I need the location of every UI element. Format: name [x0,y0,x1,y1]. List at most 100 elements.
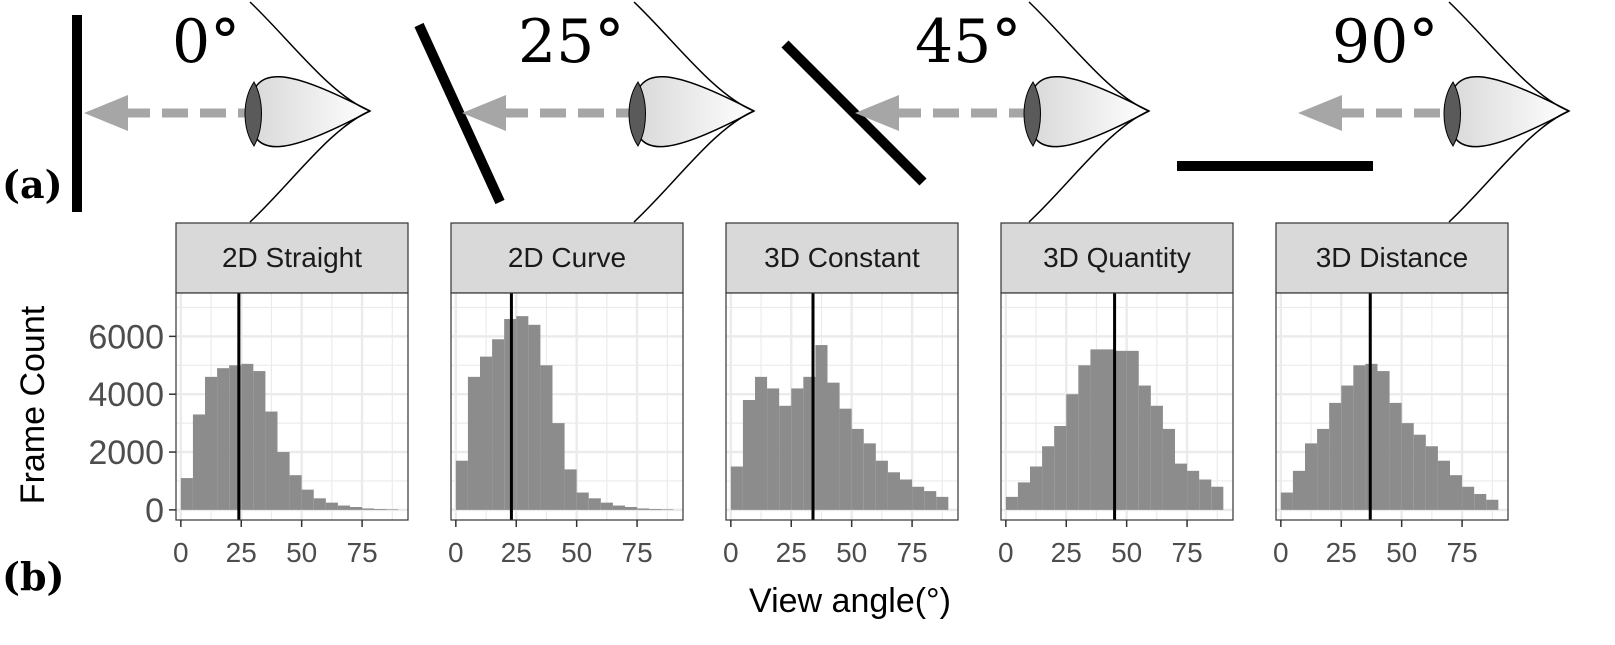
histogram-bar [625,506,638,510]
histogram-bar [815,345,828,510]
histogram-bar [180,478,193,510]
histogram-bar [1175,463,1188,510]
angle-label-45: 45° [915,7,1021,77]
histogram-bar [1126,350,1139,510]
histogram-bar [1102,349,1115,510]
histogram-bar [552,423,565,510]
x-tick-label: 75 [347,537,378,568]
histogram-bar [528,324,541,510]
view-direction-arrow [855,95,1027,131]
histogram-bar [1042,446,1055,510]
histogram-bar [649,509,662,510]
histogram-bar [362,508,375,510]
x-tick-label: 50 [286,537,317,568]
facet-panel: 3D Constant 0 25 50 75 [723,222,959,568]
eye-icon [1023,1,1151,223]
view-angle-histograms: (b) Frame Count View angle(°) 2D Straigh… [2,222,1509,620]
histogram-bar [337,505,350,510]
histogram-bar [217,368,230,510]
histogram-bar [1425,446,1438,510]
angle-label-90: 90° [1332,7,1438,77]
view-direction-arrow [84,95,248,131]
histogram-bar [1341,385,1354,510]
view-direction-arrow [462,95,632,131]
x-tick-label: 75 [622,537,653,568]
eye-icon [628,1,756,223]
x-tick-label: 0 [998,537,1014,568]
histogram-bar [1150,405,1163,510]
x-tick-label: 25 [226,537,257,568]
facet-title: 3D Distance [1316,242,1469,273]
surface-line [414,22,505,205]
histogram-bar [661,509,674,510]
x-tick-label: 75 [1447,537,1478,568]
histogram-bar [253,371,266,510]
histogram-bar [480,356,493,510]
facet-title: 3D Constant [764,242,920,273]
histogram-bar [289,475,302,510]
histogram-bar [1317,428,1330,510]
histogram-bar [540,365,553,510]
histogram-bar [1211,486,1224,510]
x-tick-label: 0 [173,537,189,568]
facet-strip [1275,222,1509,294]
histogram-bar [875,460,888,510]
x-tick-label: 50 [1111,537,1142,568]
y-axis-title: Frame Count [14,305,52,504]
x-tick-label: 25 [501,537,532,568]
histogram-bar [1292,470,1305,510]
histogram-bar [325,502,338,510]
histogram-bar [1114,350,1127,510]
histogram-bar [936,496,949,510]
x-tick-label: 50 [1386,537,1417,568]
angle-label-0: 0° [172,7,240,77]
x-tick-label: 25 [1051,537,1082,568]
histogram-bar [192,414,205,510]
histogram-bar [564,469,577,510]
histogram-bar [1450,475,1463,510]
histogram-bar [767,388,780,510]
facet-strip [450,222,684,294]
histogram-bar [588,498,601,510]
panel-border [1275,292,1509,521]
facet-title: 3D Quantity [1043,242,1191,273]
histogram-bar [301,489,314,510]
histogram-bar [1280,492,1293,510]
facet-strip [725,222,959,294]
histogram-bar [1413,434,1426,510]
histogram-bar [779,405,792,510]
histogram-bar [313,498,326,510]
x-tick-label: 75 [1172,537,1203,568]
histogram-bar [576,492,589,510]
histogram-bar [1090,349,1103,510]
angle-label-25: 25° [518,7,624,77]
view-angle-diagram: (a) 0° 25° 45° 90° [2,1,1571,223]
x-tick-label: 0 [448,537,464,568]
histogram-bar [350,506,363,510]
facet-panel: 2D Straight 0 25 50 75 0 2000 4000 6000 [88,222,409,568]
histogram-bar [742,399,755,510]
y-tick-label: 6000 [88,318,164,356]
histogram-bar [516,316,529,510]
x-tick-label: 0 [1273,537,1289,568]
histogram-bar [1187,470,1200,510]
y-tick-label: 4000 [88,376,164,414]
x-tick-label: 50 [836,537,867,568]
histogram-bar [755,376,768,510]
histogram-bar [1486,499,1499,510]
facet-panel: 3D Distance 0 25 50 75 [1273,222,1509,568]
histogram-bar [1377,371,1390,510]
histogram-bar [900,479,913,510]
histogram-bar [277,452,290,510]
histogram-bar [924,491,937,510]
histogram-bar [1329,402,1342,510]
histogram-bar [1162,428,1175,510]
histogram-bar [1437,460,1450,510]
x-tick-label: 25 [1326,537,1357,568]
histogram-bar [1017,482,1030,510]
histogram-bar [839,408,852,510]
histogram-bar [1474,493,1487,510]
histogram-bar [1138,385,1151,510]
histogram-bar [386,509,399,510]
